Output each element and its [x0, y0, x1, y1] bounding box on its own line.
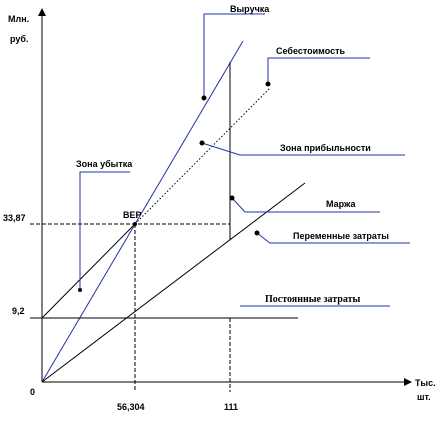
x-unit: Тыс.	[415, 378, 436, 388]
y-tick-label: 9,2	[12, 306, 25, 316]
revenue-line	[41, 40, 244, 383]
profit-dot	[199, 140, 205, 146]
cost-label: Себестоимость	[276, 46, 345, 56]
fixed-label: Постоянные затраты	[265, 294, 360, 305]
cost-line-dotted	[134, 87, 271, 225]
x-unit: шт.	[417, 392, 431, 402]
variable-label: Переменные затраты	[293, 231, 389, 241]
margin-leader	[231, 197, 380, 213]
margin-label: Маржа	[326, 199, 356, 209]
cost-line	[41, 223, 136, 319]
y-tick-label: 33,87	[3, 213, 26, 223]
loss-leader	[79, 171, 130, 290]
loss-zone-label: Зона убытка	[76, 159, 133, 169]
cost-leader	[267, 57, 370, 84]
variable-leader	[256, 232, 410, 244]
profit-zone-label: Зона прибыльности	[280, 143, 371, 153]
origin-label: 0	[30, 387, 35, 397]
y-unit: руб.	[10, 34, 28, 44]
cost-dot	[265, 81, 271, 87]
variable-cost-line	[41, 182, 306, 383]
x-tick-label: 111	[224, 402, 238, 412]
variable-dot	[254, 230, 260, 236]
margin-dot	[229, 195, 235, 201]
profit-leader	[201, 142, 405, 156]
loss-dot	[78, 288, 82, 292]
bep-label: BEP	[123, 210, 142, 220]
bep-point	[133, 222, 137, 226]
y-unit: Млн.	[8, 14, 29, 24]
revenue-dot	[201, 95, 207, 101]
x-tick-label: 56,304	[117, 402, 145, 412]
revenue-label: Выручка	[230, 4, 270, 14]
revenue-leader	[203, 13, 265, 98]
